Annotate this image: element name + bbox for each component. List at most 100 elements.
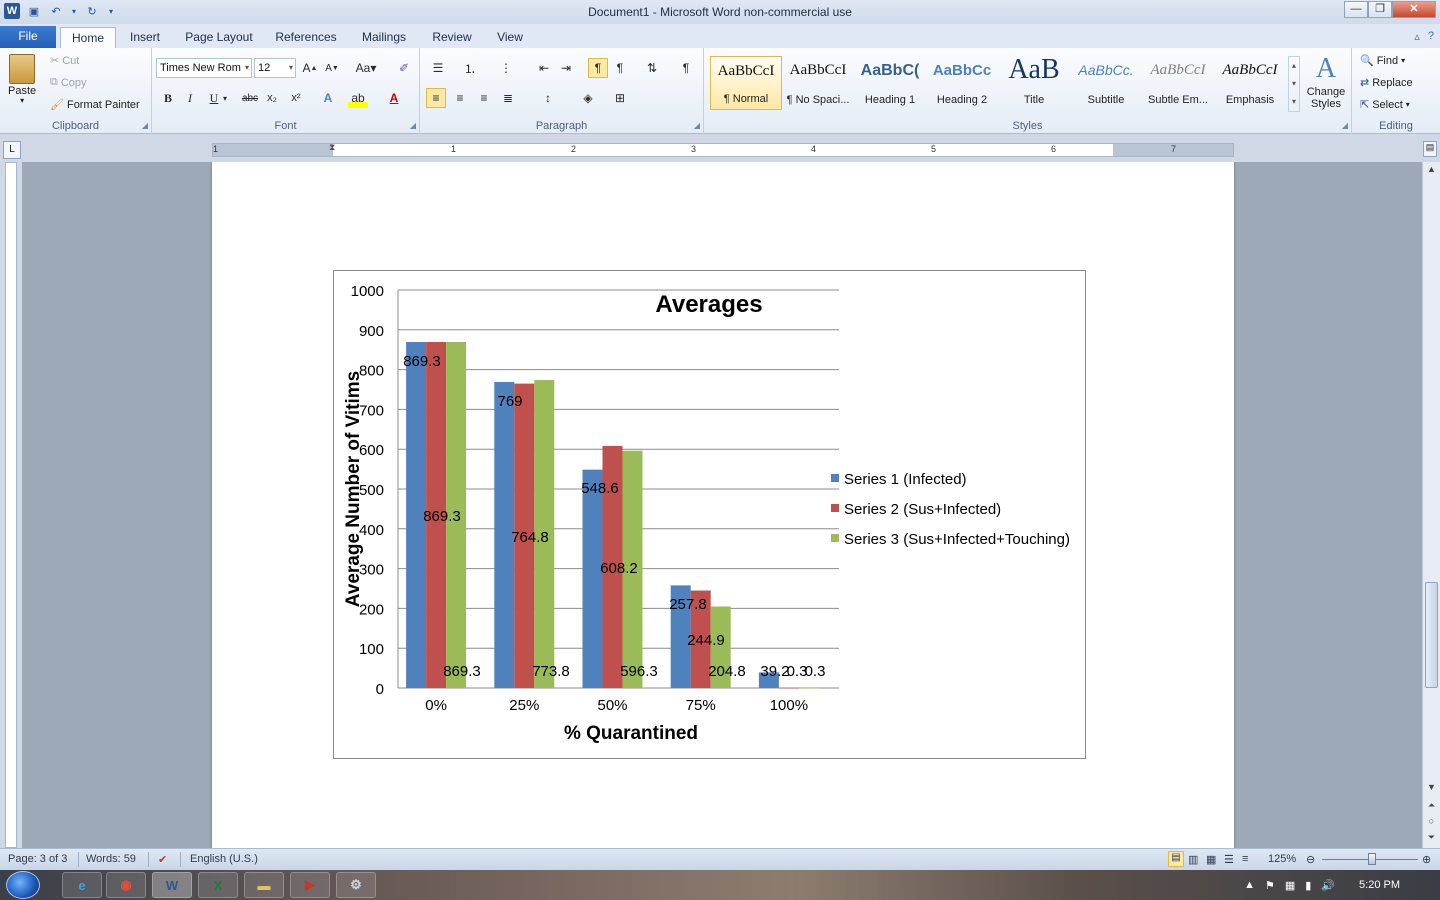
- scroll-down-arrow-icon[interactable]: ▼: [1427, 782, 1436, 792]
- tab-review[interactable]: Review: [432, 30, 472, 44]
- clock[interactable]: 5:20 PM: [1359, 879, 1400, 891]
- volume-icon[interactable]: 🔊: [1321, 879, 1336, 892]
- borders-icon[interactable]: ⊞: [614, 91, 626, 105]
- next-page-icon[interactable]: ⏷: [1427, 832, 1436, 842]
- word-taskbar-icon[interactable]: W: [152, 872, 192, 898]
- align-right-icon[interactable]: ≡: [480, 91, 488, 105]
- restore-button[interactable]: ❐: [1368, 1, 1392, 18]
- tab-references[interactable]: References: [275, 30, 337, 44]
- customize-qat-icon[interactable]: ▾: [108, 6, 113, 16]
- view-ruler-icon[interactable]: ▤: [1423, 141, 1437, 157]
- horizontal-ruler[interactable]: 1 1 2 3 4 5 6 7 ⧗: [212, 142, 1234, 157]
- tab-selector-icon[interactable]: L: [3, 141, 21, 159]
- tab-page-layout[interactable]: Page Layout: [185, 30, 253, 44]
- style-heading-2[interactable]: AaBbCc Heading 2: [926, 56, 998, 110]
- file-explorer-icon[interactable]: ▬: [244, 872, 284, 898]
- word-count[interactable]: Words: 59: [86, 853, 136, 865]
- redo-icon[interactable]: ↻: [87, 5, 97, 18]
- scroll-thumb[interactable]: [1425, 582, 1438, 688]
- zoom-out-icon[interactable]: ⊖: [1306, 854, 1316, 866]
- font-name-dropdown-icon[interactable]: ▾: [244, 63, 249, 72]
- line-spacing-icon[interactable]: ↕: [545, 91, 551, 105]
- superscript-icon[interactable]: x²: [291, 92, 301, 104]
- chrome-icon[interactable]: ◉: [106, 872, 146, 898]
- multilevel-list-icon[interactable]: ⋮: [500, 61, 512, 75]
- style-subtitle[interactable]: AaBbCc. Subtitle: [1070, 56, 1142, 110]
- style-no-spacing[interactable]: AaBbCcI ¶ No Spaci...: [782, 56, 854, 110]
- paste-button[interactable]: Paste ▾: [8, 54, 36, 105]
- numbering-icon[interactable]: ⒈: [463, 61, 476, 76]
- tab-view[interactable]: View: [497, 30, 523, 44]
- change-styles-button[interactable]: A Change Styles: [1304, 52, 1348, 110]
- proofing-icon[interactable]: ✔: [158, 854, 168, 866]
- zoom-slider-thumb[interactable]: [1368, 853, 1376, 865]
- clipboard-launcher-icon[interactable]: ◢: [141, 121, 148, 130]
- align-center-icon[interactable]: ≡: [456, 91, 464, 105]
- action-center-icon[interactable]: ⚑: [1264, 879, 1275, 892]
- vertical-scrollbar[interactable]: ▲ ▼ ⏶ ○ ⏷: [1422, 162, 1440, 848]
- styles-launcher-icon[interactable]: ◢: [1341, 121, 1348, 130]
- tab-insert[interactable]: Insert: [129, 30, 160, 44]
- sort-icon[interactable]: ⇅: [646, 61, 658, 75]
- tab-file[interactable]: File: [0, 26, 56, 48]
- media-app-icon[interactable]: ▶: [290, 872, 330, 898]
- style-normal[interactable]: AaBbCcI ¶ Normal: [710, 56, 782, 110]
- bold-icon[interactable]: B: [163, 90, 172, 105]
- show-hidden-icons-icon[interactable]: ▲: [1244, 879, 1255, 891]
- previous-page-icon[interactable]: ⏶: [1427, 800, 1436, 810]
- style-heading-1[interactable]: AaBbC( Heading 1: [854, 56, 926, 110]
- style-subtle-emphasis[interactable]: AaBbCcI Subtle Em...: [1142, 56, 1214, 110]
- strikethrough-icon[interactable]: abc: [241, 92, 259, 104]
- select-button[interactable]: ⇱ Select ▾: [1360, 98, 1410, 112]
- subscript-icon[interactable]: x₂: [267, 92, 277, 104]
- styles-gallery-scroll[interactable]: ▴ ▾ ▾: [1288, 56, 1300, 112]
- page-count[interactable]: Page: 3 of 3: [8, 853, 68, 865]
- italic-icon[interactable]: I: [188, 90, 192, 105]
- network-icon[interactable]: ▦: [1284, 879, 1296, 892]
- internet-explorer-icon[interactable]: e: [62, 872, 102, 898]
- font-size-dropdown-icon[interactable]: ▾: [288, 63, 293, 72]
- font-size-combo[interactable]: 12 ▾: [254, 58, 296, 78]
- scroll-up-arrow-icon[interactable]: ▲: [1427, 164, 1436, 174]
- minimize-button[interactable]: —: [1344, 1, 1368, 18]
- undo-icon[interactable]: ↶: [51, 5, 61, 18]
- shrink-font-icon[interactable]: A ▼: [325, 62, 339, 74]
- font-launcher-icon[interactable]: ◢: [409, 121, 416, 130]
- zoom-level[interactable]: 125%: [1268, 853, 1297, 865]
- outline-icon[interactable]: ☰: [1224, 854, 1234, 866]
- draft-icon[interactable]: ≡: [1242, 853, 1249, 865]
- replace-button[interactable]: ⇄ Replace: [1360, 76, 1413, 90]
- web-layout-icon[interactable]: ▦: [1206, 854, 1217, 866]
- bullets-icon[interactable]: ☰: [432, 61, 444, 75]
- change-case-icon[interactable]: Aa▾: [355, 61, 377, 75]
- copy-button[interactable]: ⧉ Copy: [50, 76, 87, 89]
- rtl-direction-icon[interactable]: ¶: [616, 61, 624, 75]
- power-icon[interactable]: ▮: [1305, 879, 1312, 892]
- undo-dropdown-icon[interactable]: ▾: [71, 6, 76, 16]
- close-button[interactable]: ✕: [1392, 1, 1436, 18]
- indent-marker-icon[interactable]: ⧗: [329, 142, 336, 152]
- tab-mailings[interactable]: Mailings: [361, 30, 406, 44]
- word-app-icon[interactable]: W: [4, 3, 20, 19]
- align-left-icon[interactable]: ≡: [426, 88, 446, 108]
- font-color-icon[interactable]: A: [389, 91, 399, 105]
- underline-icon[interactable]: U: [209, 90, 219, 105]
- highlight-color-icon[interactable]: ab: [348, 88, 368, 108]
- cut-button[interactable]: ✂ Cut: [50, 54, 79, 68]
- find-button[interactable]: 🔍 Find ▾: [1360, 54, 1405, 68]
- zoom-in-icon[interactable]: ⊕: [1422, 854, 1432, 866]
- print-layout-icon[interactable]: ▤: [1168, 851, 1184, 867]
- help-icon[interactable]: ?: [1427, 30, 1434, 42]
- save-icon[interactable]: ▣: [28, 5, 40, 18]
- style-title[interactable]: AaB Title: [998, 54, 1070, 110]
- increase-indent-icon[interactable]: ⇥: [560, 61, 572, 75]
- clear-formatting-icon[interactable]: ✐: [398, 61, 410, 75]
- minimize-ribbon-icon[interactable]: ▵: [1414, 31, 1420, 43]
- grow-font-icon[interactable]: A ▲: [302, 61, 318, 75]
- style-emphasis[interactable]: AaBbCcI Emphasis: [1214, 56, 1286, 110]
- justify-icon[interactable]: ≣: [502, 91, 514, 105]
- tab-home[interactable]: Home: [60, 27, 116, 48]
- chart-object[interactable]: 0 100 200 300 400 500 600 700 800 900 1000 869.3 76…: [333, 270, 1086, 759]
- shading-icon[interactable]: ◈: [583, 91, 593, 105]
- full-screen-reading-icon[interactable]: ▥: [1188, 854, 1199, 866]
